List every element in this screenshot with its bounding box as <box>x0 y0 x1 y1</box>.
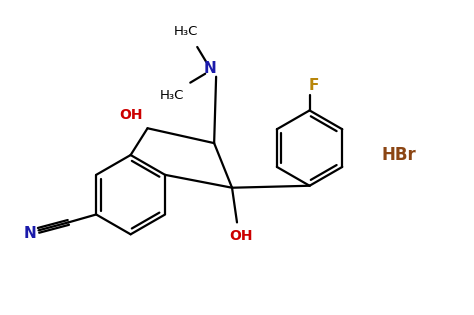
Text: N: N <box>204 61 217 76</box>
Text: H₃C: H₃C <box>174 25 199 37</box>
Text: F: F <box>309 78 319 93</box>
Text: N: N <box>23 226 36 241</box>
Text: OH: OH <box>229 229 253 243</box>
Text: HBr: HBr <box>382 146 417 164</box>
Text: OH: OH <box>119 108 142 122</box>
Text: H₃C: H₃C <box>160 89 184 102</box>
